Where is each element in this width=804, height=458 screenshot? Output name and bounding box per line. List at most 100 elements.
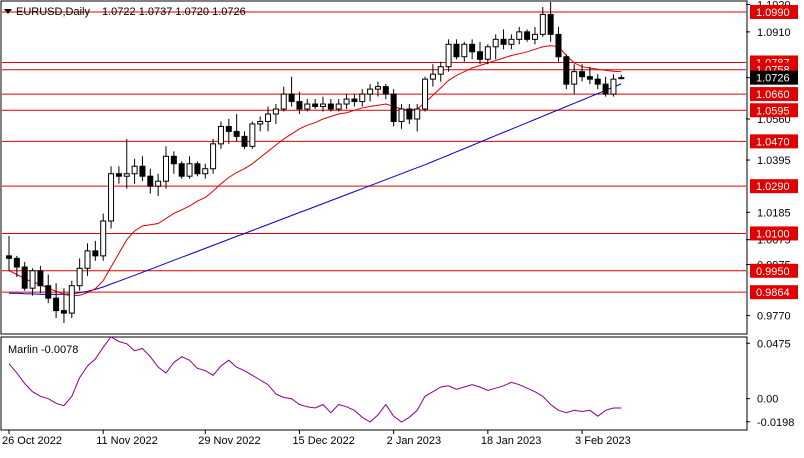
candle <box>155 173 162 197</box>
candle-body <box>155 180 162 187</box>
candle <box>351 94 358 107</box>
chart-menu-triangle-icon[interactable] <box>4 9 12 14</box>
candle-body <box>194 163 201 175</box>
level-label-bg <box>750 285 798 300</box>
candle <box>508 34 515 50</box>
candle-body <box>469 43 476 53</box>
candle <box>233 113 240 142</box>
candle-body <box>508 38 515 45</box>
candle-body <box>563 56 570 85</box>
candle-body <box>178 163 185 177</box>
level-label: 1.0290 <box>750 179 798 194</box>
candle <box>445 39 452 72</box>
candle-body <box>555 33 562 58</box>
candle <box>312 99 319 110</box>
candle <box>343 94 350 110</box>
candle-body <box>186 163 193 177</box>
candle-body <box>382 86 389 95</box>
candle-body <box>202 168 209 175</box>
candle <box>13 255 20 278</box>
candle-body <box>257 120 264 125</box>
level-label-text: 1.0100 <box>756 228 790 240</box>
candle-body <box>170 155 177 165</box>
candle <box>555 26 562 62</box>
candle <box>202 163 209 179</box>
candle <box>123 138 130 189</box>
candle <box>280 86 287 112</box>
candle <box>100 213 107 261</box>
level-label-bg <box>750 134 798 149</box>
candle-body <box>610 78 617 95</box>
candle <box>500 29 507 50</box>
candle-body <box>406 108 413 120</box>
candle-body <box>60 310 67 314</box>
candle-body <box>115 173 122 177</box>
candle <box>374 81 381 97</box>
candle-body <box>492 38 499 48</box>
level-label: 1.0990 <box>750 4 798 19</box>
oscillator-tick-label: -0.0198 <box>757 417 794 429</box>
symbol-label: EURUSD,Daily <box>16 6 90 18</box>
candle <box>257 116 264 132</box>
candle-body <box>524 31 531 40</box>
candle <box>335 99 342 112</box>
price-panel-frame <box>0 0 748 335</box>
fast-moving-average <box>8 45 622 297</box>
candle <box>37 265 44 294</box>
candle <box>131 158 138 184</box>
candle <box>147 168 154 194</box>
candle-body <box>249 123 256 147</box>
price-tick-label: 1.0395 <box>757 155 791 167</box>
candle-body <box>390 93 397 122</box>
candle <box>367 84 374 102</box>
candle <box>170 151 177 174</box>
candle-body <box>547 13 554 35</box>
candle-body <box>131 165 138 175</box>
candle-body <box>29 270 36 289</box>
time-tick-label: 26 Oct 2022 <box>2 435 62 447</box>
level-label-bg <box>750 179 798 194</box>
current-price-label-text: 1.0726 <box>756 73 790 85</box>
candle <box>390 89 397 127</box>
candle <box>241 131 248 149</box>
level-label-bg <box>750 226 798 241</box>
candle <box>92 240 99 261</box>
candle <box>53 283 60 319</box>
candle <box>29 268 36 296</box>
level-label-text: 1.0290 <box>756 181 790 193</box>
oscillator-panel-frame <box>0 336 748 431</box>
candle-body <box>414 108 421 120</box>
candle <box>139 156 146 182</box>
candle <box>406 104 413 124</box>
candle-body <box>45 285 52 299</box>
oscillator-line <box>8 336 622 423</box>
candle-body <box>359 93 366 103</box>
candle <box>382 84 389 100</box>
level-label: 1.0470 <box>750 134 798 149</box>
candle-body <box>13 257 20 268</box>
candle <box>21 262 28 291</box>
candle <box>68 280 75 319</box>
ma-slow-line <box>9 83 622 295</box>
time-axis: 26 Oct 2022 11 Nov 2022 29 Nov 2022 15 Dec … <box>2 430 631 447</box>
candle-body <box>327 103 334 110</box>
candle <box>320 96 326 112</box>
candle-body <box>586 76 593 80</box>
candle <box>453 39 460 60</box>
slow-moving-average <box>9 83 622 295</box>
candle-body <box>453 43 460 58</box>
candle-body <box>100 220 107 257</box>
level-label: 0.9950 <box>750 263 798 278</box>
candle <box>547 2 554 42</box>
candle-body <box>539 13 546 35</box>
candle <box>429 64 436 87</box>
candlesticks <box>6 2 625 324</box>
candle <box>516 26 523 45</box>
level-labels: 1.07871.09901.07581.06601.05951.04701.02… <box>750 4 798 300</box>
level-label-bg <box>750 4 798 19</box>
candle-body <box>265 113 272 122</box>
candle-body <box>76 267 83 287</box>
candle-body <box>531 33 538 40</box>
